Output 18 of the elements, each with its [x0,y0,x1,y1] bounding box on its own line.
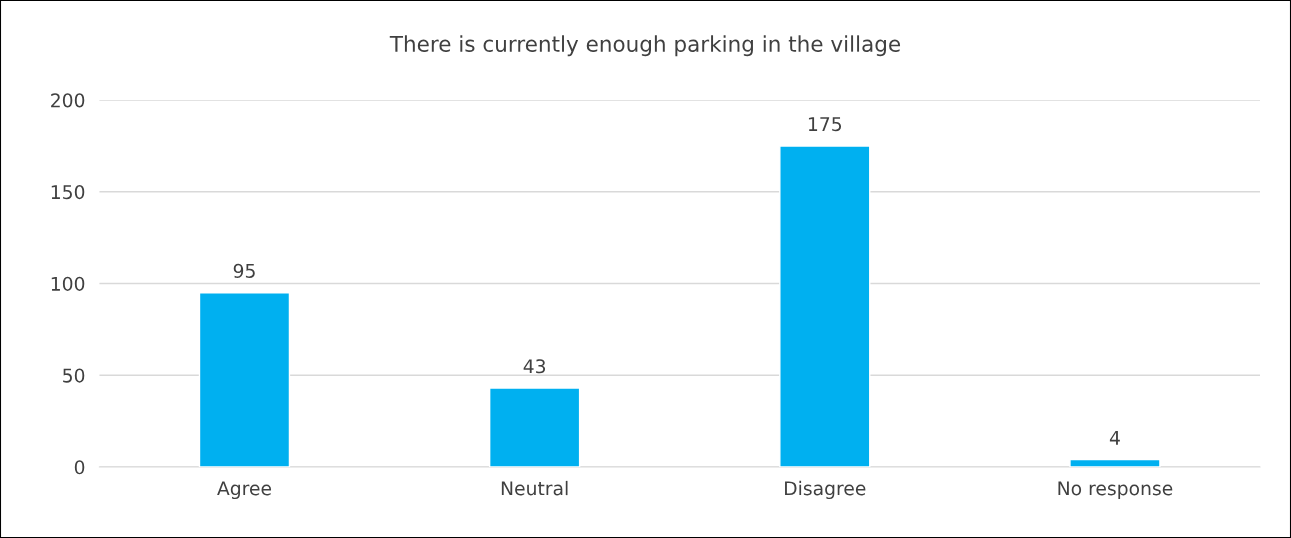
data-label: 43 [523,359,546,374]
bar [1069,458,1161,467]
data-label: 175 [808,117,842,132]
x-tick-label: Neutral [501,480,568,496]
y-tick-label: 150 [51,185,85,200]
x-tick-label: No response [1058,481,1173,500]
bar [198,292,291,467]
y-tick-label: 0 [74,460,85,475]
bar [488,387,581,467]
x-tick-label: Agree [217,481,272,500]
y-tick-label: 200 [51,93,85,108]
bar [779,145,871,467]
data-label: 4 [1109,430,1120,445]
data-label: 95 [233,263,255,278]
chart-title: There is currently enough parking in the village [389,35,901,57]
x-tick-label: Disagree [785,480,866,500]
y-tick-label: 50 [63,368,85,383]
y-tick-label: 100 [51,276,85,291]
